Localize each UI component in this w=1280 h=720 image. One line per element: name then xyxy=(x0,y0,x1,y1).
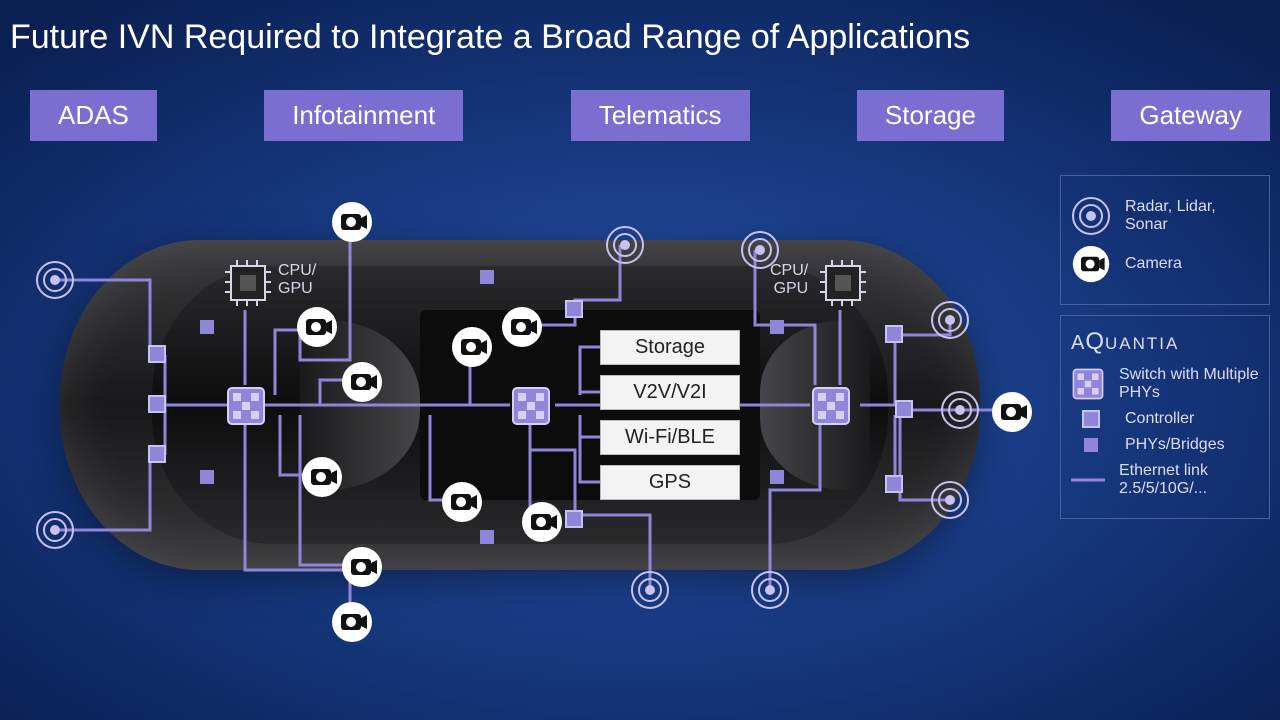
module-wifi: Wi-Fi/BLE xyxy=(600,420,740,455)
ethernet-link xyxy=(580,415,600,437)
phy-icon xyxy=(480,530,494,544)
switch-icon xyxy=(810,385,852,427)
controller-icon xyxy=(148,445,166,463)
page-title: Future IVN Required to Integrate a Broad… xyxy=(10,18,970,57)
legend: Radar, Lidar, Sonar Camera AQUANTIA Switc… xyxy=(1060,175,1270,529)
radar-icon xyxy=(930,300,970,340)
diagram-area: Storage V2V/V2I Wi-Fi/BLE GPS CPU/GPU CPU/G… xyxy=(0,170,1060,710)
legend-sensors: Radar, Lidar, Sonar Camera xyxy=(1060,175,1270,305)
camera-icon xyxy=(1071,244,1111,284)
ethernet-link xyxy=(165,355,230,405)
camera-icon xyxy=(295,305,339,349)
category-gateway: Gateway xyxy=(1111,90,1270,141)
ctrl-icon xyxy=(1071,410,1111,428)
phy-icon xyxy=(770,320,784,334)
camera-icon xyxy=(330,200,374,244)
legend-label: Radar, Lidar, Sonar xyxy=(1125,198,1259,234)
radar-icon xyxy=(750,570,790,610)
switch-icon xyxy=(225,385,267,427)
controller-icon xyxy=(565,510,583,528)
legend-row-radar: Radar, Lidar, Sonar xyxy=(1071,196,1259,236)
controller-icon xyxy=(885,325,903,343)
camera-icon xyxy=(500,305,544,349)
phy-icon xyxy=(200,320,214,334)
module-v2v: V2V/V2I xyxy=(600,375,740,410)
radar-icon xyxy=(605,225,645,265)
category-telematics: Telematics xyxy=(571,90,750,141)
camera-icon xyxy=(440,480,484,524)
camera-icon xyxy=(330,600,374,644)
radar-icon xyxy=(1071,196,1111,236)
ethernet-link xyxy=(770,425,820,590)
legend-label: Switch with Multiple PHYs xyxy=(1119,366,1259,402)
radar-icon xyxy=(35,260,75,300)
legend-label: PHYs/Bridges xyxy=(1125,436,1225,454)
category-infotainment: Infotainment xyxy=(264,90,463,141)
legend-label: Camera xyxy=(1125,255,1182,273)
line-icon xyxy=(1071,477,1105,483)
legend-row-ctrl: Controller xyxy=(1071,410,1259,428)
category-row: ADAS Infotainment Telematics Storage Gat… xyxy=(0,90,1280,141)
controller-icon xyxy=(148,345,166,363)
radar-icon xyxy=(630,570,670,610)
camera-icon xyxy=(340,360,384,404)
category-adas: ADAS xyxy=(30,90,157,141)
radar-icon xyxy=(940,390,980,430)
legend-label: Ethernet link 2.5/5/10G/... xyxy=(1119,462,1259,498)
camera-icon xyxy=(450,325,494,369)
legend-row-line: Ethernet link 2.5/5/10G/... xyxy=(1071,462,1259,498)
phy-icon xyxy=(1071,438,1111,452)
cpu-chip-icon xyxy=(225,260,271,306)
cpu-chip-icon xyxy=(820,260,866,306)
links-layer xyxy=(0,170,1060,710)
switch-icon xyxy=(1071,367,1105,401)
controller-icon xyxy=(885,475,903,493)
legend-brand: AQUANTIA xyxy=(1071,328,1259,356)
phy-icon xyxy=(200,470,214,484)
phy-icon xyxy=(770,470,784,484)
category-storage: Storage xyxy=(857,90,1004,141)
ethernet-link xyxy=(580,347,600,395)
module-storage: Storage xyxy=(600,330,740,365)
radar-icon xyxy=(930,480,970,520)
cpu-label-front: CPU/GPU xyxy=(278,262,316,298)
cpu-label-rear: CPU/GPU xyxy=(770,262,808,298)
legend-label: Controller xyxy=(1125,410,1194,428)
legend-aquantia: AQUANTIA Switch with Multiple PHYs Contro… xyxy=(1060,315,1270,519)
legend-row-camera: Camera xyxy=(1071,244,1259,284)
radar-icon xyxy=(35,510,75,550)
module-gps: GPS xyxy=(600,465,740,500)
phy-icon xyxy=(480,270,494,284)
legend-row-switch: Switch with Multiple PHYs xyxy=(1071,366,1259,402)
camera-icon xyxy=(990,390,1034,434)
controller-icon xyxy=(148,395,166,413)
controller-icon xyxy=(895,400,913,418)
legend-row-phy: PHYs/Bridges xyxy=(1071,436,1259,454)
ethernet-link xyxy=(580,415,600,482)
switch-icon xyxy=(510,385,552,427)
camera-icon xyxy=(520,500,564,544)
controller-icon xyxy=(565,300,583,318)
camera-icon xyxy=(340,545,384,589)
camera-icon xyxy=(300,455,344,499)
